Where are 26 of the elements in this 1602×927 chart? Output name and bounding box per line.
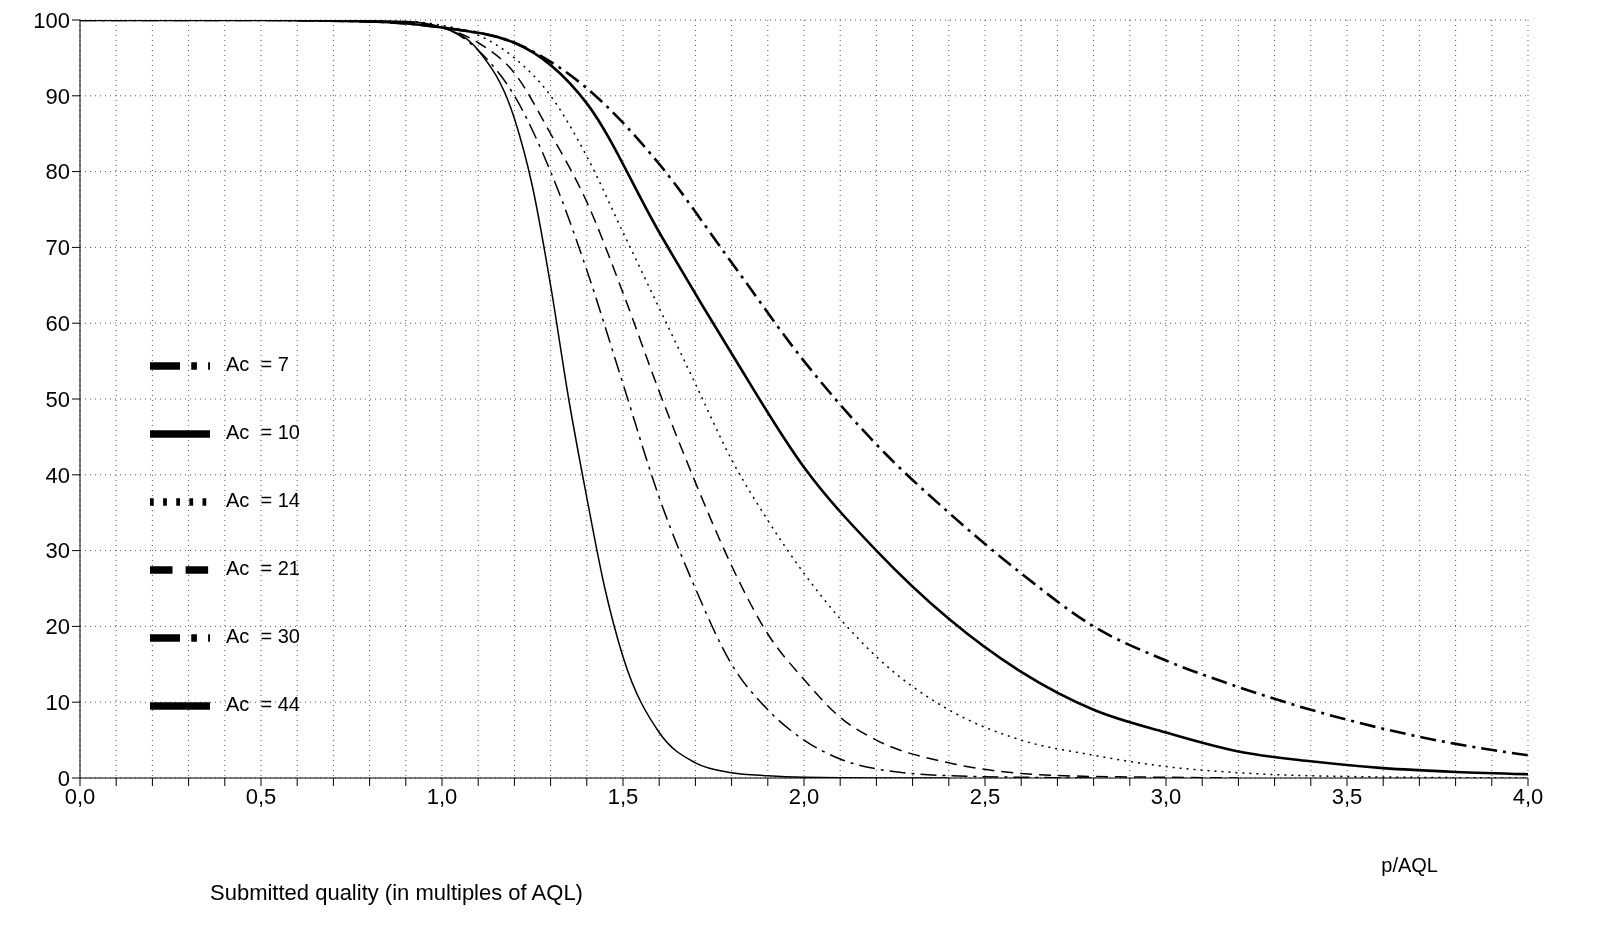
- x-tick-label: 4,0: [1512, 783, 1544, 809]
- x-tick-label: 1,0: [426, 783, 458, 809]
- legend-label: Ac = 30: [226, 625, 300, 647]
- y-tick-label: 50: [45, 386, 70, 412]
- y-tick-label: 20: [45, 614, 70, 640]
- text: Submitted quality (in multiples of AQL): [210, 880, 583, 906]
- x-tick-label: 3,5: [1331, 783, 1363, 809]
- legend-label: Ac = 21: [226, 557, 300, 579]
- y-tick-label: 40: [45, 462, 70, 488]
- y-tick-label: 10: [45, 690, 70, 716]
- x-tick-label: 2,5: [969, 783, 1001, 809]
- x-tick-label: 1,5: [607, 783, 639, 809]
- y-tick-label: 100: [33, 7, 70, 33]
- x-tick-label: 0,5: [245, 783, 277, 809]
- y-tick-label: 60: [45, 311, 70, 337]
- legend-label: Ac = 7: [226, 353, 289, 375]
- legend-label: Ac = 10: [226, 421, 300, 443]
- x-tick-label: 2,0: [788, 783, 820, 809]
- legend-label: Ac = 44: [226, 693, 300, 715]
- x-axis-title: p/AQL: [1381, 854, 1438, 877]
- y-tick-label: 70: [45, 235, 70, 261]
- y-tick-label: 30: [45, 538, 70, 564]
- y-tick-label: 90: [45, 83, 70, 109]
- legend-label: Ac = 14: [226, 489, 300, 511]
- y-tick-label: 80: [45, 159, 70, 185]
- x-tick-label: 3,0: [1150, 783, 1182, 809]
